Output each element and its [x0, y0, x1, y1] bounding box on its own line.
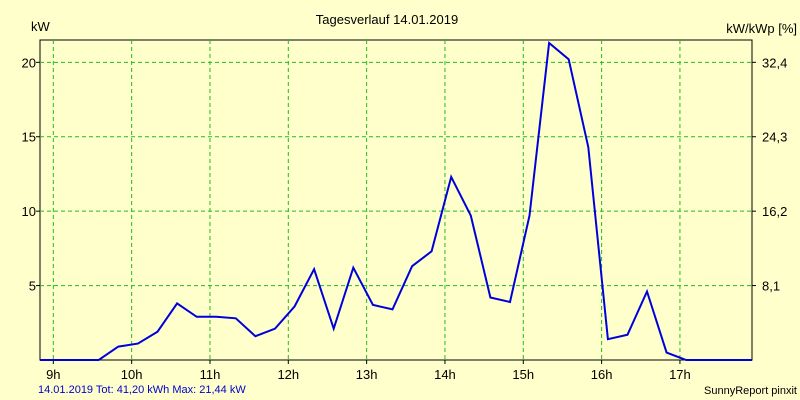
- x-tick-label: 13h: [356, 367, 378, 382]
- x-tick-label: 15h: [512, 367, 534, 382]
- y-tick-label-right: 24,3: [762, 130, 787, 145]
- y-tick-label-left: 20: [22, 55, 36, 70]
- y-tick-label-left: 10: [22, 204, 36, 219]
- x-tick-label: 14h: [434, 367, 456, 382]
- x-tick-label: 12h: [277, 367, 299, 382]
- y-tick-label-right: 16,2: [762, 204, 787, 219]
- plot-area-frame: [39, 39, 753, 361]
- y-tick-label-left: 5: [29, 279, 36, 294]
- x-tick-label: 17h: [669, 367, 691, 382]
- footer-credit: SunnyReport pinxit: [704, 385, 797, 397]
- y-tick-label-right: 32,4: [762, 55, 787, 70]
- footer-summary: 14.01.2019 Tot: 41,20 kWh Max: 21,44 kW: [38, 384, 246, 396]
- x-tick-label: 16h: [591, 367, 613, 382]
- x-tick-label: 9h: [46, 367, 60, 382]
- chart-title: Tagesverlauf 14.01.2019: [316, 12, 458, 27]
- x-tick-label: 11h: [200, 367, 221, 382]
- y-tick-label-left: 15: [22, 130, 36, 145]
- y-tick-label-right: 8,1: [762, 279, 780, 294]
- y-axis-label-left: kW: [31, 19, 51, 34]
- y-axis-label-right: kW/kWp [%]: [726, 21, 797, 36]
- series-line-power: [40, 41, 752, 361]
- x-tick-label: 10h: [121, 367, 143, 382]
